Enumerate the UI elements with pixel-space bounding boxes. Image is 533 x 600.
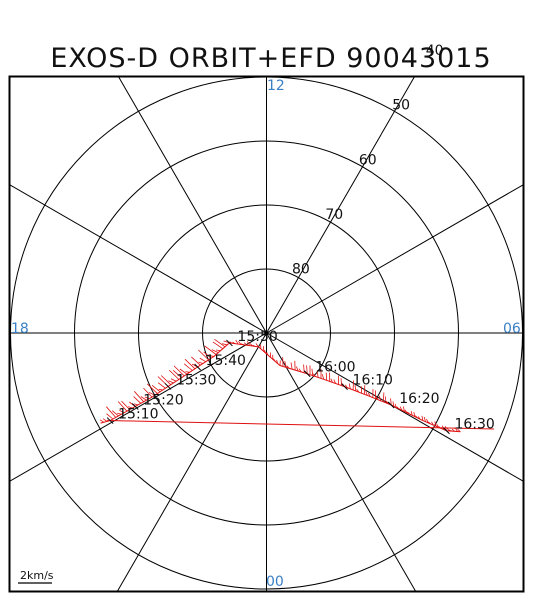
- latitude-label-50: 50: [392, 98, 410, 114]
- orbit-time-label: 16:10: [353, 373, 393, 389]
- mlt-line-10: [118, 77, 267, 334]
- orbit-time-tick: [387, 401, 395, 409]
- mlt-labels: 12 06 00 18: [11, 78, 521, 590]
- latitude-label-40: 40: [426, 43, 444, 59]
- mlt-label-06: 06: [503, 321, 521, 337]
- mlt-label-00: 00: [266, 574, 284, 590]
- orbit-time-tick: [303, 370, 311, 378]
- orbit-time-tick: [164, 383, 172, 390]
- orbit-time-label: 16:00: [315, 360, 355, 376]
- scale-bar-label: 2km/s: [20, 569, 54, 582]
- orbit-time-label: 15:40: [206, 353, 246, 369]
- field-vector-long: [110, 420, 495, 430]
- orbit-time-tick: [131, 403, 139, 410]
- plot-title: EXOS-D ORBIT+EFD 90043015: [50, 43, 491, 74]
- mlt-line-14: [266, 77, 415, 334]
- latitude-label-80: 80: [292, 261, 310, 277]
- orbit-time-label: 15:20: [143, 392, 183, 408]
- orbit-time-tick: [226, 339, 233, 347]
- mlt-label-12: 12: [267, 78, 285, 94]
- orbit-time-label: 15:10: [118, 407, 158, 423]
- latitude-labels: 80 70 60 50 40: [292, 43, 444, 277]
- latitude-label-60: 60: [359, 152, 377, 168]
- field-vectors: [99, 338, 461, 433]
- orbit-time-tick: [341, 383, 348, 391]
- orbit-time-tick: [443, 427, 450, 435]
- scale-bar: 2km/s: [18, 569, 54, 584]
- orbit-time-label: 16:30: [454, 417, 494, 433]
- mlt-line-16: [266, 184, 523, 334]
- mlt-line-8: [10, 184, 267, 334]
- orbit-trace: [99, 338, 495, 433]
- orbit-time-tick: [106, 417, 114, 424]
- orbit-time-label: 15:50: [237, 329, 277, 345]
- orbit-time-label: 16:20: [399, 391, 439, 407]
- mlt-line-2: [117, 332, 267, 591]
- orbit-time-tick: [194, 363, 201, 371]
- plot-frame: [8, 75, 525, 593]
- mlt-label-18: 18: [11, 321, 29, 337]
- mlt-line-22: [266, 332, 416, 591]
- mlt-line-4: [10, 332, 267, 482]
- latitude-label-70: 70: [325, 207, 343, 223]
- polar-grid: [10, 77, 523, 591]
- orbit-time-label: 15:30: [176, 372, 216, 388]
